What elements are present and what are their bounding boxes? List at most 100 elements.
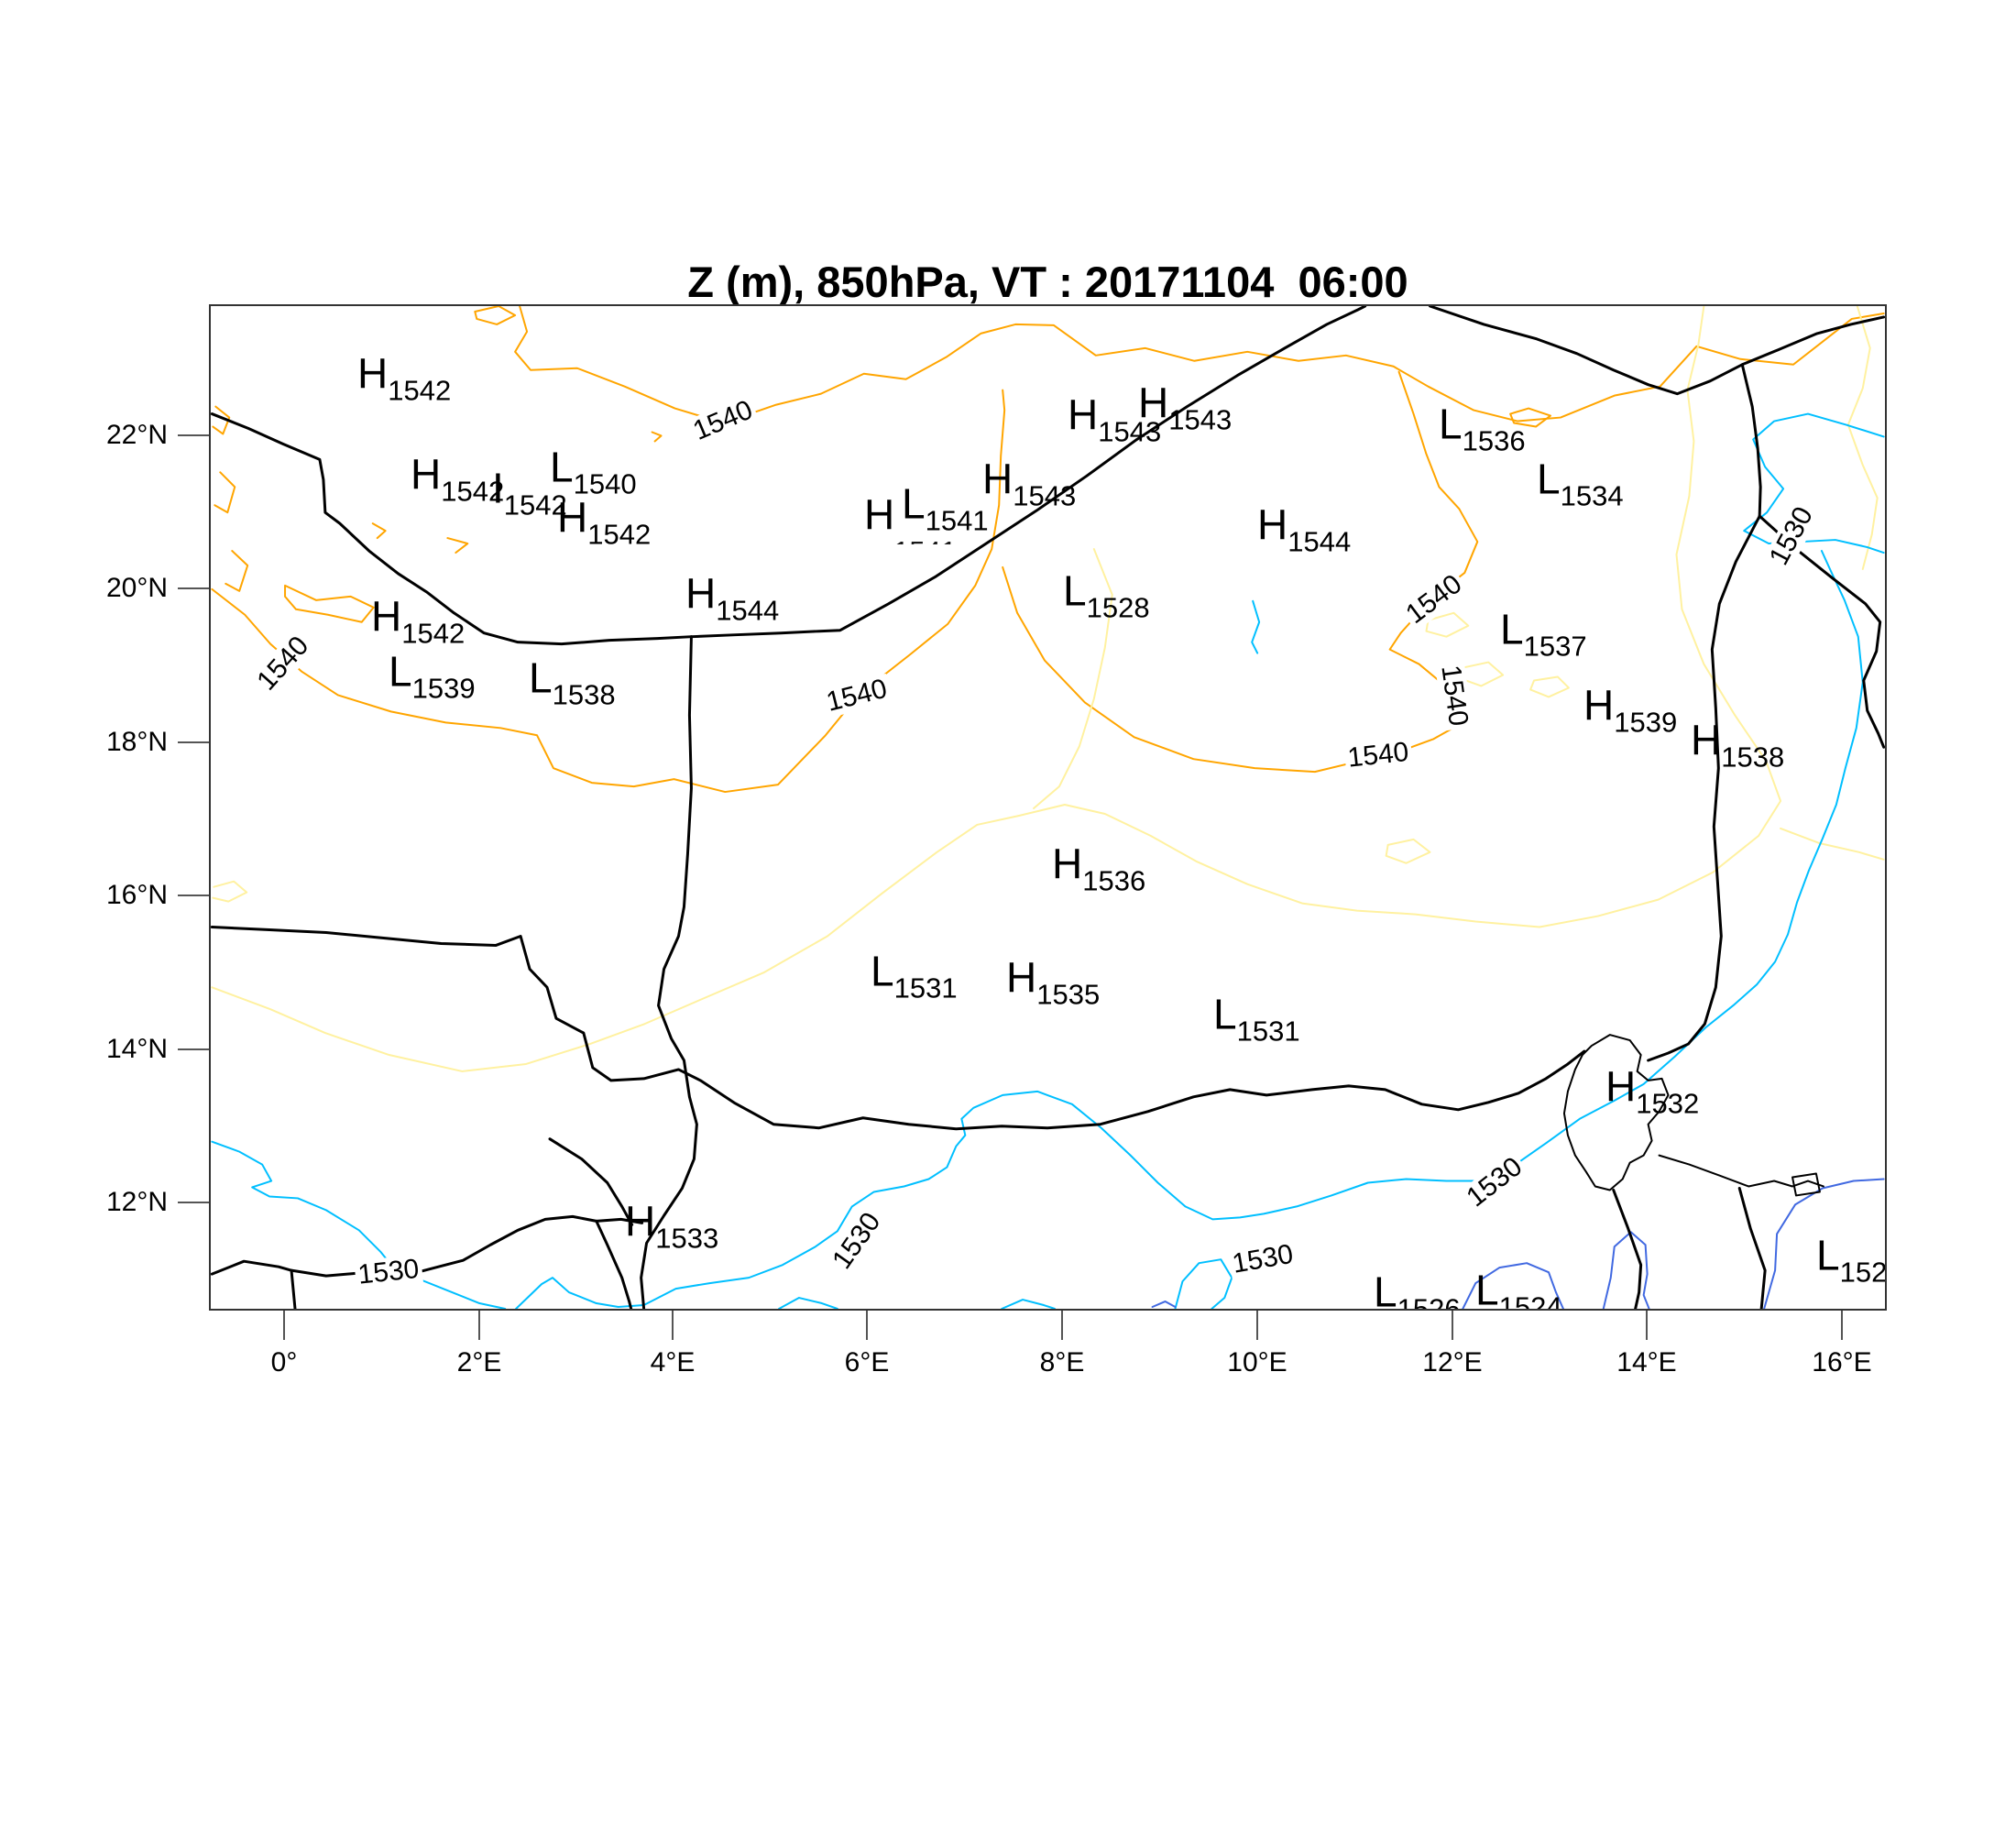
centre-value: 1537 (1523, 630, 1587, 663)
lon-tick-mark (1061, 1311, 1063, 1340)
pressure-centre-label: H1544 (1257, 504, 1351, 556)
lat-tick-mark (178, 587, 209, 589)
centre-value: 1540 (573, 467, 637, 500)
lon-tick-label: 6°E (844, 1347, 890, 1377)
lat-tick-label: 20°N (105, 573, 168, 603)
pressure-centre-label: H1538 (1691, 716, 1784, 772)
contour-line-k6b (1758, 514, 1885, 749)
clipped-label-fragment: 1541 (893, 537, 957, 544)
contour-line-b4 (1151, 1301, 1177, 1309)
lon-tick-label: 16°E (1812, 1347, 1872, 1377)
lon-tick-mark (1452, 1311, 1453, 1340)
contour-line-o4b (212, 405, 231, 435)
pressure-centre-label: L1531 (871, 947, 958, 1003)
lat-tick-mark (178, 895, 209, 896)
centre-value: 1542 (388, 374, 452, 407)
contour-line-k5 (1428, 306, 1885, 396)
high-centre-letter: H (685, 569, 717, 618)
contour-line-o4h (1509, 407, 1551, 428)
low-centre-letter: L (1816, 1231, 1840, 1279)
pressure-centre-label: L1534 (1537, 455, 1624, 510)
pressure-centre-label: H1539 (1583, 681, 1677, 737)
centre-value: 1524 (1839, 1256, 1885, 1289)
high-centre-letter: H (1052, 840, 1083, 888)
low-centre-letter: L (529, 653, 553, 702)
contour-line-o4c (214, 471, 236, 514)
lon-tick-label: 12°E (1422, 1347, 1483, 1377)
centre-value: 1543 (1013, 479, 1077, 512)
pressure-centre-label: L1537 (1500, 605, 1587, 661)
contour-line-c1 (211, 1140, 507, 1309)
contour-line-b1 (1462, 1262, 1564, 1309)
lat-tick-label: 22°N (105, 420, 168, 450)
contour-svg (211, 306, 1885, 1309)
lon-tick-mark (1256, 1311, 1258, 1340)
contour-line-y3d (1385, 838, 1431, 864)
pressure-centre-label: L1541 (902, 483, 989, 535)
centre-value: 1526 (1397, 1293, 1461, 1309)
pressure-centre-label: H1543 (1138, 382, 1232, 434)
lat-tick-mark (178, 1202, 209, 1203)
centre-value: 1531 (893, 971, 958, 1004)
high-centre-letter: I (492, 464, 504, 512)
low-centre-letter: L (1475, 1266, 1499, 1309)
contour-line-o4e (284, 584, 375, 623)
low-centre-letter: L (1537, 455, 1561, 503)
centre-value: 1543 (1168, 403, 1233, 436)
contour-line-o4a (474, 306, 517, 325)
contour-line-k7 (1562, 1034, 1670, 1191)
pressure-centre-label: H1536 (1052, 840, 1145, 895)
low-centre-letter: L (1374, 1268, 1397, 1309)
high-centre-letter: H (1605, 1062, 1637, 1111)
pressure-centre-label: I1542 (492, 464, 567, 520)
centre-value: 1528 (1086, 591, 1150, 624)
contour-line-o4f (371, 522, 387, 540)
low-centre-letter: L (1500, 605, 1524, 653)
high-centre-letter: H (371, 592, 402, 641)
lon-tick-mark (478, 1311, 480, 1340)
lat-tick-label: 18°N (105, 727, 168, 757)
contour-line-c1b (515, 550, 1864, 1309)
contour-line-y4 (1846, 306, 1879, 570)
contour-line-o4d (225, 550, 249, 592)
centre-value: 1535 (1036, 978, 1101, 1011)
centre-value: 1542 (401, 617, 466, 650)
pressure-centre-label: H1535 (1006, 957, 1100, 1009)
pressure-centre-label: H1543 (1068, 390, 1161, 446)
contour-line-k7b (1658, 1154, 1824, 1188)
high-centre-letter: H (982, 455, 1013, 503)
centre-value: 1533 (655, 1222, 719, 1255)
lat-tick-label: 14°N (105, 1034, 168, 1064)
pressure-centre-label: H1543 (982, 455, 1076, 510)
contour-line-o4j (651, 431, 663, 443)
centre-value: 1538 (552, 678, 616, 711)
high-centre-letter: H (1583, 681, 1615, 730)
contour-line-k6c (1647, 514, 1761, 1062)
contour-line-y3c (1529, 675, 1570, 698)
high-centre-letter: H (625, 1197, 656, 1246)
pressure-centre-label: H1542 (557, 493, 651, 549)
lon-tick-label: 2°E (456, 1347, 502, 1377)
contour-line-c5b (1001, 1299, 1056, 1309)
centre-value: 1536 (1082, 864, 1146, 897)
low-centre-letter: L (550, 443, 574, 491)
high-centre-letter: H (1068, 390, 1099, 439)
map-contour-layer: 1540 1540 1540 1540 1540 1540 1530 1530 1530 1530… (211, 306, 1885, 1309)
pressure-centre-label: H1542 (357, 353, 451, 405)
contour-line-k4b (290, 1214, 644, 1278)
lon-tick-mark (1841, 1311, 1843, 1340)
lon-tick-label: 10°E (1227, 1347, 1287, 1377)
lon-tick-mark (283, 1311, 285, 1340)
low-centre-letter: L (871, 947, 894, 995)
pressure-centre-label: L1540 (550, 443, 637, 499)
lon-tick-mark (866, 1311, 868, 1340)
low-centre-letter: L (389, 647, 412, 696)
centre-value: 1539 (1614, 706, 1678, 739)
centre-value: 1541 (925, 504, 989, 537)
pressure-centre-label: L1539 (389, 647, 476, 703)
high-centre-letter: H (557, 493, 588, 542)
centre-value: 1531 (1236, 1015, 1300, 1048)
high-centre-letter: H (1691, 716, 1722, 764)
contour-line-y1 (211, 306, 1782, 1072)
centre-value: 1542 (587, 518, 652, 551)
